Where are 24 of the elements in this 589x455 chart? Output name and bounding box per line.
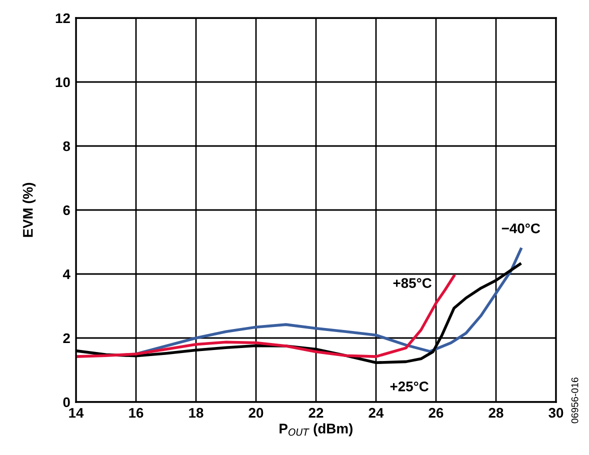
x-tick-label: 18 xyxy=(189,408,204,418)
x-tick-label: 26 xyxy=(428,408,444,418)
x-tick-label: 30 xyxy=(548,408,564,418)
line-series xyxy=(76,274,456,358)
text: 06956-016 xyxy=(571,378,578,424)
x-tick-label: 22 xyxy=(308,408,324,418)
x-tick-label: 20 xyxy=(248,408,264,418)
x-tick-label: 24 xyxy=(368,408,384,418)
x-axis-title: P$_{OUT}$ (dBm) xyxy=(280,423,352,436)
x-tick-label: 14 xyxy=(69,408,84,418)
y-tick-label: 6 xyxy=(63,205,70,216)
y-tick-label: 0 xyxy=(63,397,70,408)
series-label: −40°C xyxy=(502,223,540,234)
x-tick-label: 28 xyxy=(488,408,504,418)
y-tick-label: 12 xyxy=(56,13,70,24)
y-tick-label: 8 xyxy=(63,141,70,152)
y-axis-title: EVM (%) xyxy=(22,182,36,237)
series-label: +25°C xyxy=(390,382,429,392)
series-label: +85°C xyxy=(393,278,432,288)
line-series xyxy=(134,248,522,356)
y-tick-label: 2 xyxy=(63,333,70,344)
y-tick-label: 4 xyxy=(62,269,70,280)
x-tick-label: 16 xyxy=(129,408,144,418)
y-tick-label: 10 xyxy=(56,77,70,88)
